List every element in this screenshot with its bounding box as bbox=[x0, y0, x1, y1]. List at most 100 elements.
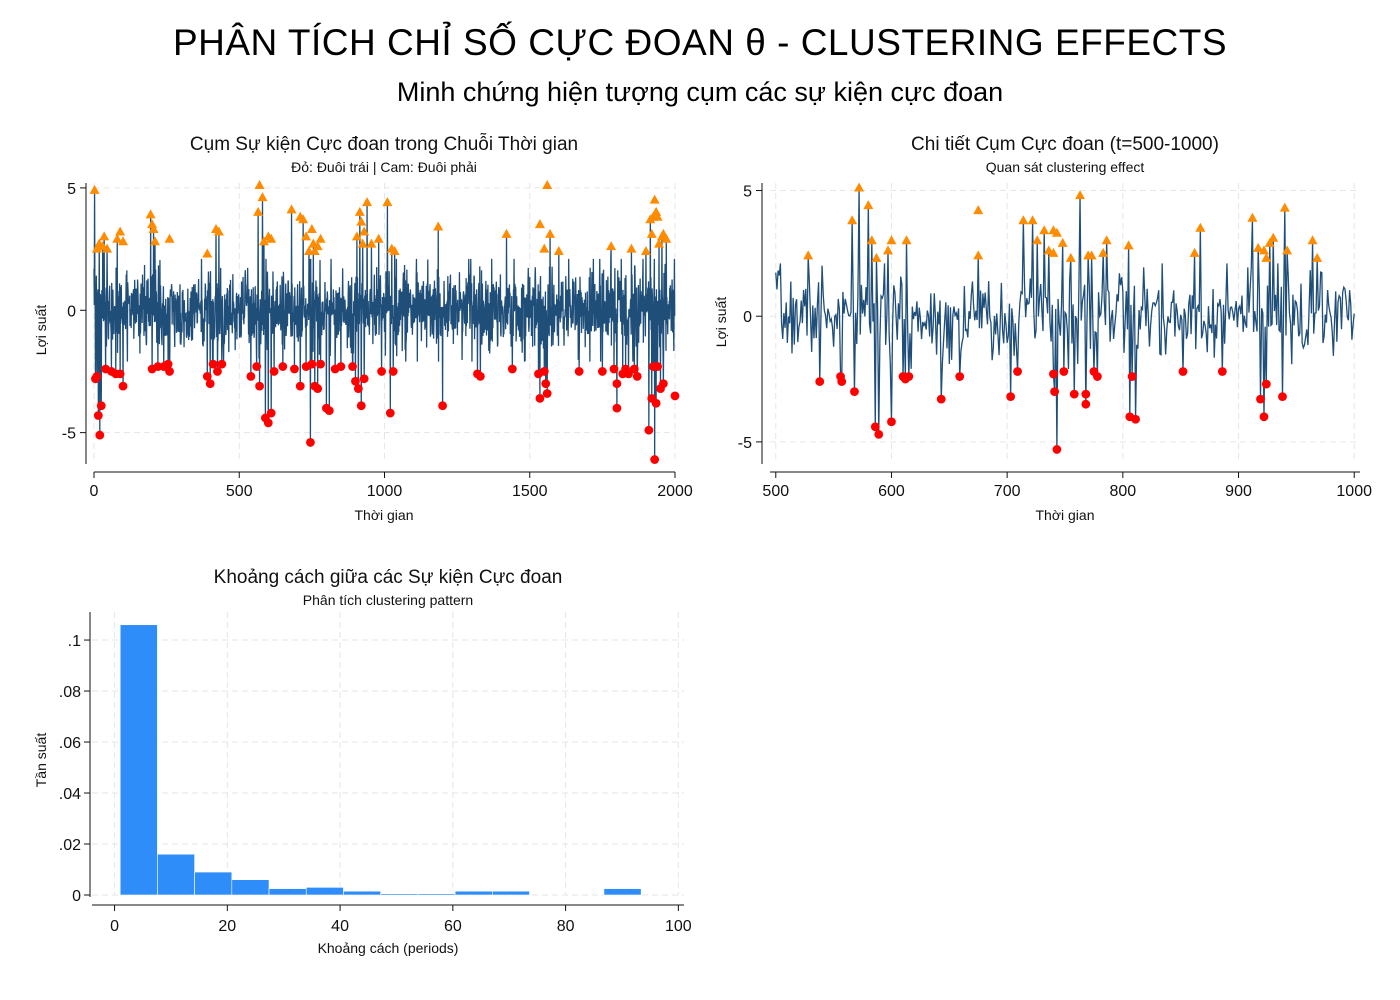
right-tail-point bbox=[1048, 247, 1059, 257]
x-tick-label: 1000 bbox=[367, 483, 403, 500]
left-tail-point bbox=[651, 398, 661, 408]
right-tail-point bbox=[1123, 240, 1134, 250]
right-tail-point bbox=[359, 226, 370, 236]
left-tail-point bbox=[507, 364, 517, 374]
left-tail-point bbox=[269, 367, 279, 376]
left-tail-point bbox=[96, 401, 106, 411]
left-tail-point bbox=[624, 369, 633, 379]
right-tail-point bbox=[1195, 222, 1206, 232]
right-tail-point bbox=[651, 206, 662, 216]
left-tail-point bbox=[1069, 389, 1079, 399]
right-tail-point bbox=[1247, 212, 1258, 222]
right-tail-point bbox=[1027, 215, 1038, 225]
x-axis-label: Thời gian bbox=[355, 507, 414, 523]
left-tail-point bbox=[1131, 414, 1140, 424]
x-tick-label: 600 bbox=[878, 483, 905, 500]
left-tail-point bbox=[307, 359, 317, 369]
histogram-bar bbox=[417, 893, 456, 896]
left-tail-point bbox=[597, 367, 607, 376]
left-tail-point bbox=[295, 381, 305, 391]
right-tail-point bbox=[253, 206, 264, 216]
right-tail-point bbox=[883, 245, 893, 255]
right-tail-point bbox=[847, 215, 858, 225]
right-tail-point bbox=[1051, 227, 1062, 237]
left-tail-point bbox=[324, 406, 334, 416]
panel-subtitle: Đỏ: Đuôi trái | Cam: Đuôi phải bbox=[291, 159, 477, 175]
left-tail-point bbox=[1059, 367, 1069, 376]
right-tail-point bbox=[866, 235, 877, 245]
right-tail-point bbox=[145, 209, 156, 219]
left-tail-point bbox=[475, 371, 485, 381]
left-tail-point bbox=[1049, 369, 1058, 379]
y-axis-label: Lợi suất bbox=[713, 297, 729, 348]
right-tail-point bbox=[1032, 235, 1043, 245]
series-line bbox=[93, 190, 676, 460]
left-tail-point bbox=[1081, 399, 1091, 409]
page-subtitle: Minh chứng hiện tượng cụm các sự kiện cự… bbox=[396, 77, 1004, 107]
histogram-bar bbox=[380, 893, 419, 896]
right-tail-point bbox=[1282, 245, 1293, 255]
panel-title: Cụm Sự kiện Cực đoan trong Chuỗi Thời gi… bbox=[190, 133, 578, 155]
right-tail-point bbox=[258, 236, 269, 246]
right-tail-point bbox=[534, 219, 545, 229]
left-tail-point bbox=[306, 438, 315, 447]
left-tail-point bbox=[609, 364, 619, 374]
right-tail-point bbox=[202, 248, 213, 258]
left-tail-point bbox=[644, 425, 654, 435]
histogram-bar bbox=[454, 890, 493, 896]
histogram-bar bbox=[194, 871, 233, 896]
right-tail-point bbox=[115, 226, 126, 236]
left-tail-point bbox=[629, 364, 639, 374]
left-tail-point bbox=[1006, 392, 1016, 402]
left-tail-point bbox=[650, 455, 660, 464]
y-tick-label: -5 bbox=[62, 426, 76, 443]
y-tick-label: 0 bbox=[743, 309, 752, 326]
left-tail-point bbox=[1127, 372, 1137, 381]
x-tick-label: 80 bbox=[557, 918, 575, 935]
left-tail-point bbox=[93, 411, 103, 420]
left-tail-point bbox=[388, 367, 398, 376]
right-tail-point bbox=[312, 241, 323, 251]
right-tail-point bbox=[286, 204, 297, 214]
page-title: PHÂN TÍCH CHỈ SỐ CỰC ĐOAN θ - CLUSTERING… bbox=[172, 22, 1228, 63]
right-tail-point bbox=[553, 246, 564, 256]
left-tail-point bbox=[356, 401, 366, 411]
x-tick-label: 800 bbox=[1109, 483, 1136, 500]
right-tail-point bbox=[1258, 245, 1269, 255]
right-tail-point bbox=[626, 243, 637, 253]
x-tick-label: 1500 bbox=[512, 483, 548, 500]
right-tail-point bbox=[298, 214, 309, 224]
left-tail-point bbox=[541, 379, 551, 389]
right-tail-point bbox=[1075, 190, 1086, 200]
right-tail-point bbox=[91, 243, 102, 253]
right-tail-point bbox=[266, 233, 277, 243]
left-tail-point bbox=[1092, 372, 1102, 381]
right-tail-point bbox=[901, 235, 912, 245]
right-tail-point bbox=[973, 205, 984, 215]
right-tail-point bbox=[382, 197, 393, 207]
left-tail-point bbox=[612, 379, 622, 389]
histogram-bar bbox=[231, 879, 270, 896]
left-tail-point bbox=[118, 381, 128, 391]
right-tail-point bbox=[1065, 252, 1076, 262]
right-tail-point bbox=[1189, 247, 1200, 257]
panel-subtitle: Phân tích clustering pattern bbox=[303, 592, 473, 608]
right-tail-point bbox=[1057, 237, 1068, 247]
left-tail-point bbox=[850, 387, 859, 397]
right-tail-point bbox=[1279, 202, 1290, 212]
left-tail-point bbox=[955, 372, 965, 381]
right-tail-point bbox=[356, 216, 367, 226]
panel-title: Khoảng cách giữa các Sự kiện Cực đoan bbox=[214, 567, 563, 588]
right-tail-point bbox=[1086, 250, 1097, 260]
y-tick-label: -5 bbox=[738, 435, 752, 452]
right-tail-point bbox=[150, 236, 161, 246]
left-tail-point bbox=[574, 367, 584, 376]
left-tail-point bbox=[1081, 389, 1091, 399]
histogram-bar bbox=[603, 888, 642, 896]
left-tail-point bbox=[266, 408, 276, 418]
y-tick-label: .06 bbox=[59, 735, 81, 752]
right-tail-point bbox=[351, 231, 362, 241]
x-tick-label: 40 bbox=[331, 918, 349, 935]
